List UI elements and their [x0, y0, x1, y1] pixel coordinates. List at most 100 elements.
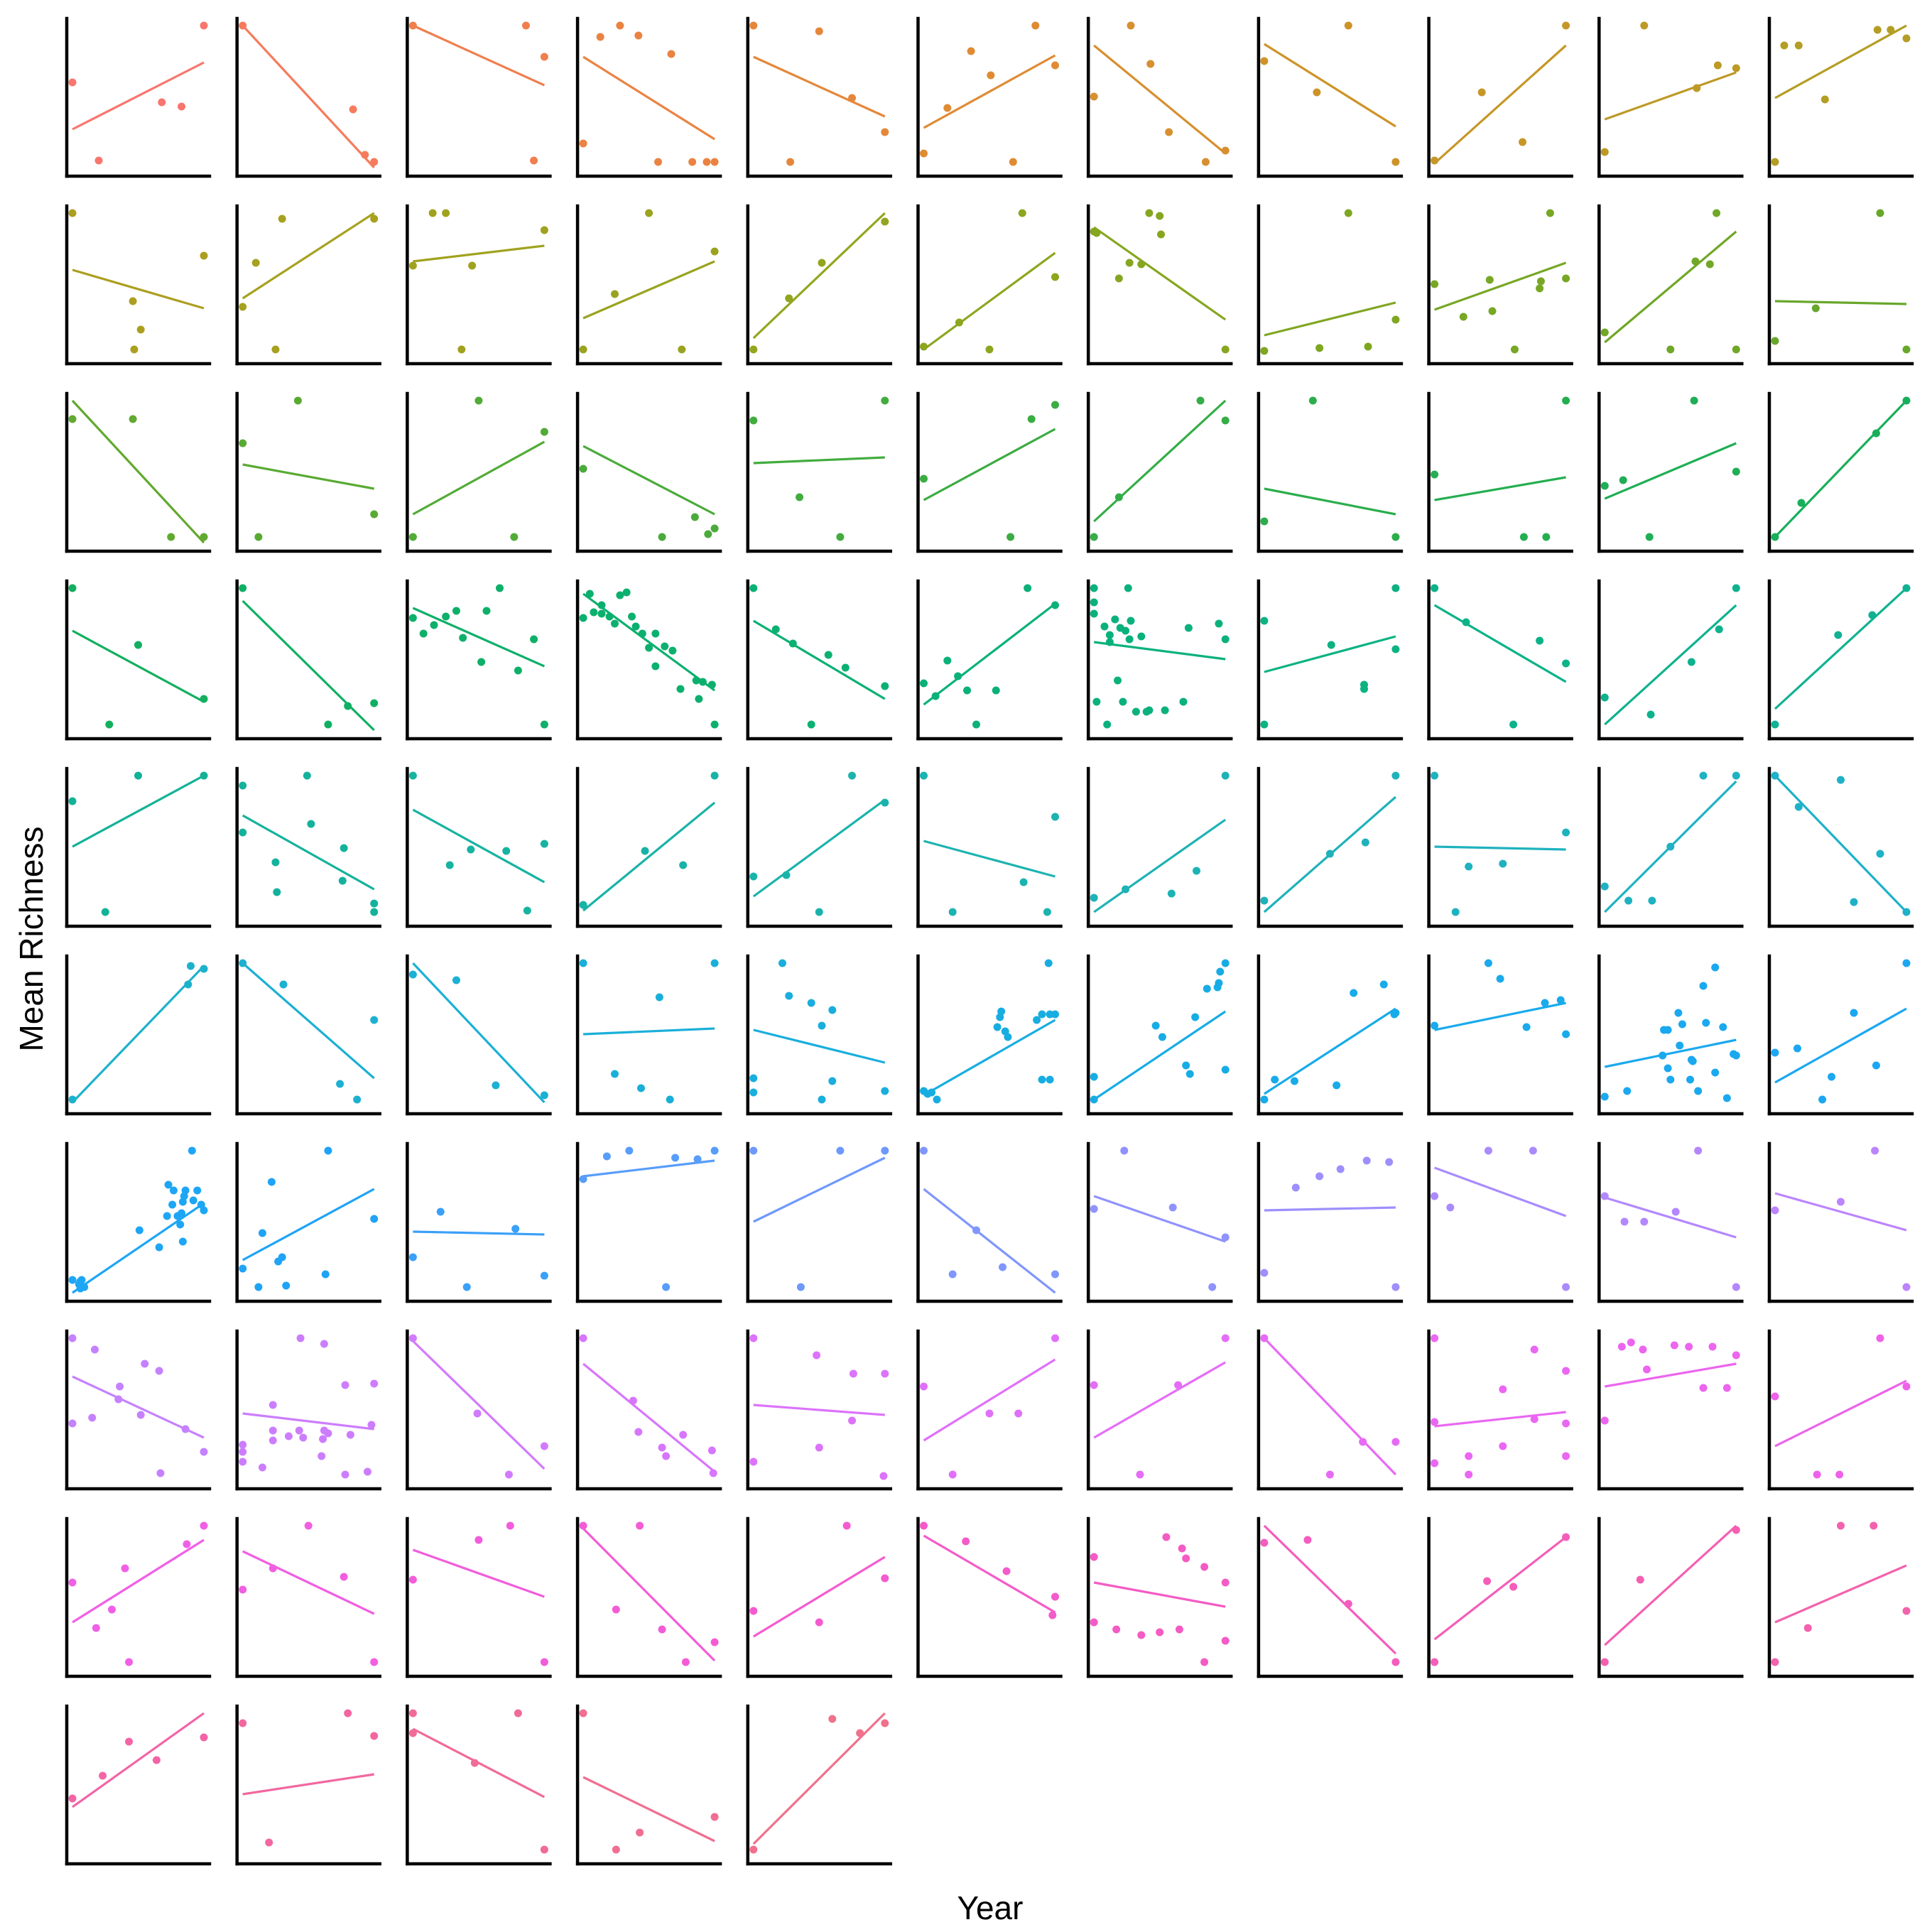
trend-line — [72, 1202, 205, 1294]
data-point — [629, 1396, 637, 1405]
data-point — [1090, 584, 1098, 592]
data-point — [121, 1564, 129, 1573]
data-point — [200, 771, 208, 780]
facet-panel — [746, 1329, 893, 1491]
data-point — [278, 1253, 286, 1261]
data-point — [1732, 1526, 1740, 1534]
facet-panel — [235, 1516, 381, 1678]
data-point — [1705, 260, 1714, 268]
trend-line — [242, 599, 375, 732]
data-point — [1732, 64, 1740, 72]
data-point — [1336, 1165, 1345, 1173]
data-point — [710, 247, 719, 256]
data-point — [815, 908, 823, 916]
facet-panel — [65, 1329, 212, 1491]
data-point — [77, 1276, 86, 1284]
facet-panel — [406, 391, 552, 553]
data-point — [848, 94, 857, 102]
trend-line — [752, 1556, 886, 1638]
data-point — [1671, 1208, 1680, 1216]
data-point — [1562, 274, 1570, 283]
data-point — [967, 47, 975, 55]
data-point — [1780, 41, 1789, 50]
facet-panel — [746, 1141, 893, 1303]
y-axis-title: Mean Richness — [13, 826, 50, 1051]
trend-line — [412, 1548, 545, 1598]
trend-line — [752, 619, 886, 700]
data-point — [579, 1709, 587, 1717]
data-point — [278, 215, 286, 223]
data-point — [1260, 517, 1269, 526]
data-point — [506, 1521, 514, 1530]
data-point — [239, 1585, 247, 1594]
data-point — [1771, 1658, 1779, 1666]
data-point — [1344, 21, 1352, 30]
data-point — [1562, 1030, 1570, 1038]
data-point — [702, 158, 711, 166]
data-point — [579, 465, 587, 473]
data-point — [651, 662, 660, 671]
data-point — [807, 999, 815, 1007]
data-point — [452, 976, 460, 984]
data-point — [579, 1521, 587, 1530]
trend-line — [1434, 1002, 1566, 1031]
data-point — [707, 1446, 716, 1455]
data-point — [749, 872, 758, 881]
data-point — [1090, 1618, 1098, 1627]
data-point — [1431, 771, 1439, 780]
data-point — [470, 1759, 479, 1767]
data-point — [579, 614, 587, 622]
trend-line — [72, 774, 205, 848]
data-point — [666, 1095, 674, 1104]
data-point — [1793, 1044, 1801, 1053]
data-point — [749, 1074, 758, 1082]
data-point — [239, 1719, 247, 1727]
data-point — [1509, 1583, 1518, 1591]
data-point — [693, 1155, 702, 1163]
data-point — [749, 1334, 758, 1342]
data-point — [1499, 859, 1507, 868]
data-point — [1431, 1418, 1439, 1426]
facet-panel — [746, 16, 893, 178]
trend-line — [923, 840, 1055, 878]
data-point — [116, 1382, 124, 1391]
trend-line — [242, 962, 375, 1080]
data-point — [370, 1215, 379, 1223]
data-point — [1100, 622, 1109, 631]
data-point — [749, 416, 758, 425]
data-point — [585, 590, 594, 598]
trend-line — [412, 1727, 546, 1798]
data-point — [370, 158, 379, 166]
trend-line — [1604, 604, 1737, 726]
data-point — [1362, 1156, 1371, 1165]
data-point — [1499, 1442, 1507, 1450]
data-point — [881, 1719, 889, 1727]
data-point — [318, 1452, 326, 1460]
data-point — [948, 1270, 957, 1279]
data-point — [1161, 706, 1169, 715]
data-point — [1327, 641, 1335, 649]
data-point — [710, 1146, 719, 1155]
data-point — [1090, 92, 1098, 101]
data-point — [948, 1470, 957, 1479]
data-point — [815, 1618, 823, 1627]
data-point — [1617, 1342, 1626, 1351]
data-point — [881, 1087, 889, 1095]
data-point — [1732, 1283, 1740, 1291]
data-point — [1431, 1459, 1439, 1467]
data-point — [1562, 1419, 1570, 1428]
facet-panel — [916, 766, 1063, 928]
data-point — [1600, 1192, 1609, 1200]
data-point — [987, 71, 995, 80]
data-point — [1686, 1075, 1695, 1084]
data-point — [796, 493, 804, 501]
data-point — [1379, 980, 1388, 989]
data-point — [239, 1448, 247, 1456]
data-point — [1125, 259, 1134, 267]
data-point — [881, 396, 889, 405]
data-point — [818, 1021, 826, 1030]
data-point — [1260, 57, 1269, 65]
data-point — [1685, 1342, 1693, 1351]
data-point — [125, 1658, 134, 1666]
trend-line — [1774, 1564, 1907, 1624]
